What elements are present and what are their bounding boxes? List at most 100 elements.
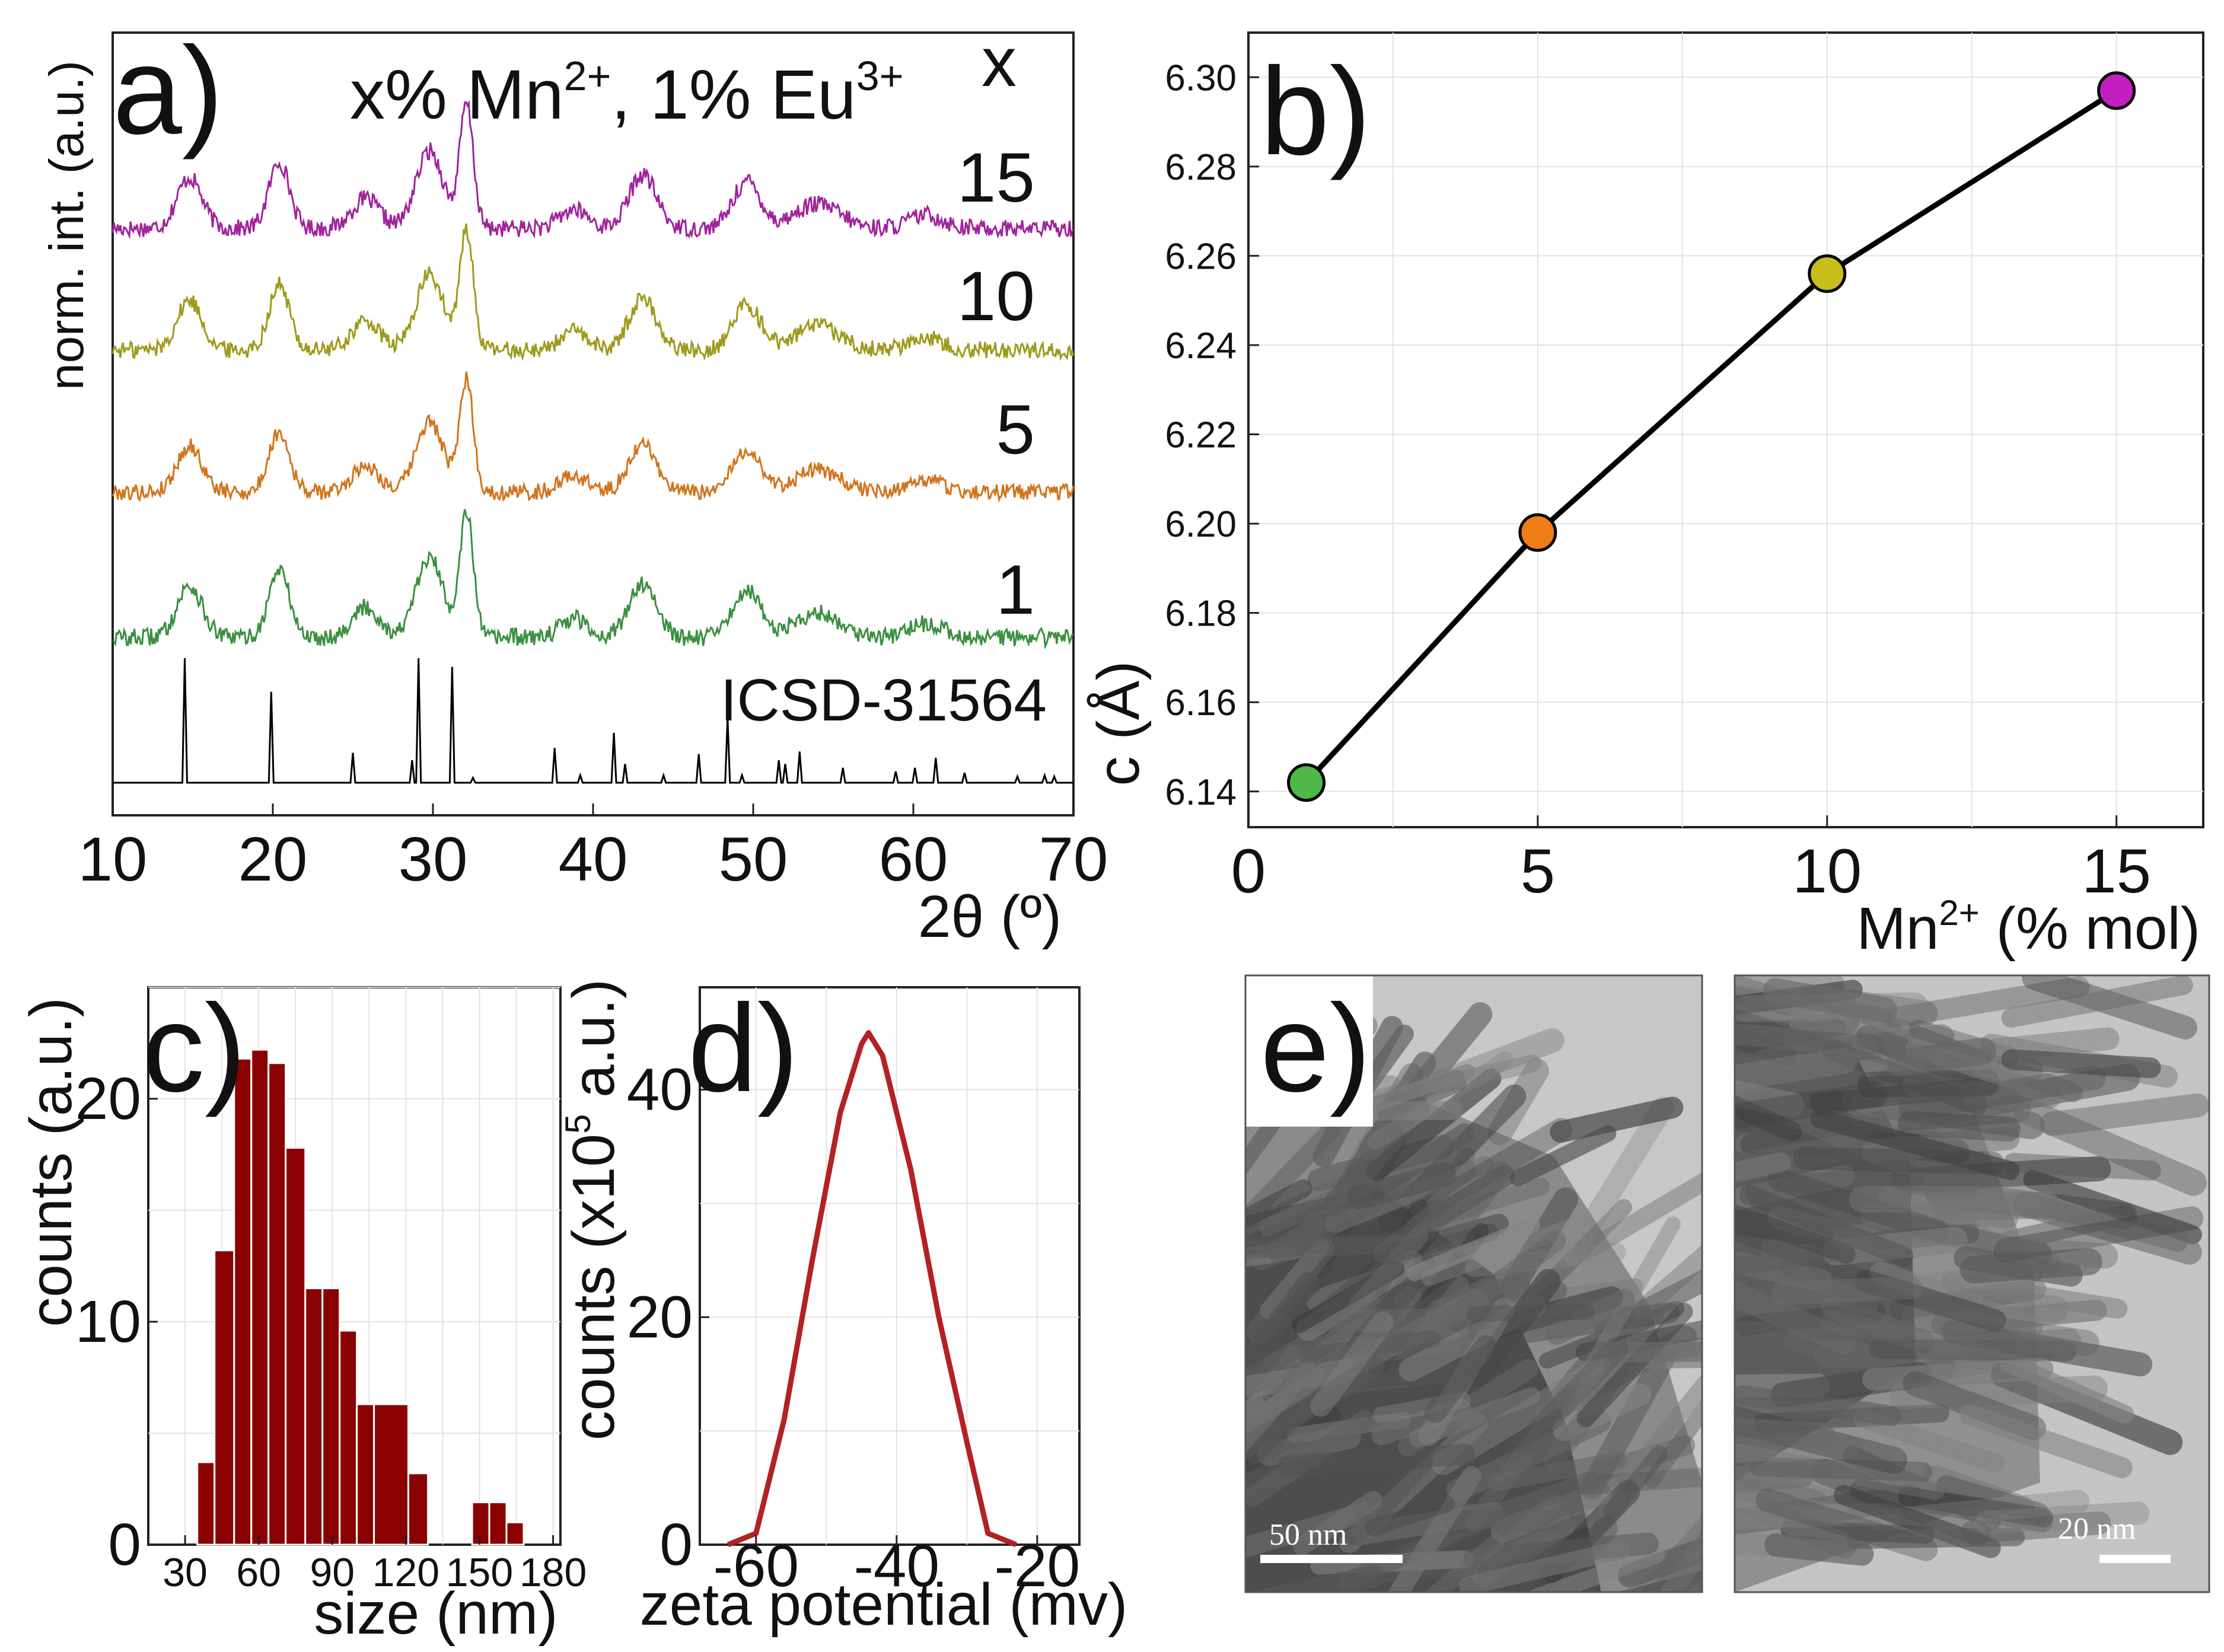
panel-b-label: b) <box>1260 42 1371 181</box>
xrd-series-5 <box>111 371 1075 503</box>
histogram-bar <box>407 1472 429 1546</box>
x-tick-label: 150 <box>446 1550 513 1595</box>
x-tick-label: 40 <box>559 825 628 894</box>
panel-d-ticks: -60 -40 -20 0 20 40 <box>627 1057 1080 1599</box>
panel-e-label: e) <box>1260 978 1371 1118</box>
data-point <box>1808 254 1847 294</box>
y-tick-label: 20 <box>75 1066 141 1132</box>
histogram-bars <box>196 1048 525 1546</box>
y-tick-label: 20 <box>627 1284 693 1350</box>
scale-bar-left <box>1260 1555 1403 1563</box>
xrd-curves <box>111 100 1075 650</box>
x-tick-label: 30 <box>399 825 468 894</box>
x-tick-label: 10 <box>78 825 148 894</box>
histogram-bar <box>214 1249 235 1546</box>
panel-a-x-ticks: 10 20 30 40 50 60 70 <box>78 803 1108 894</box>
y-tick-label: 6.18 <box>1165 594 1237 634</box>
x-tick-label: 30 <box>163 1550 208 1595</box>
x-tick-label: 70 <box>1039 825 1108 894</box>
scale-bar-right <box>2099 1555 2171 1563</box>
panel-c-size-histogram: 30 60 90 120 150 180 0 10 20 c) size (nm) counts… <box>18 978 587 1647</box>
y-tick-label: 0 <box>659 1511 693 1578</box>
series-label-10: 10 <box>957 257 1035 336</box>
x-tick-label: 20 <box>238 825 308 894</box>
y-tick-label: 6.26 <box>1165 236 1237 277</box>
histogram-bar <box>304 1287 324 1546</box>
x-tick-label: 5 <box>1521 837 1555 906</box>
x-tick-label: -40 <box>854 1533 940 1599</box>
histogram-bar <box>356 1403 375 1546</box>
y-tick-label: 10 <box>75 1289 141 1355</box>
x-tick-label: 180 <box>520 1550 587 1595</box>
histogram-bar <box>339 1329 358 1546</box>
histogram-bar <box>233 1057 253 1546</box>
x-tick-label: -20 <box>995 1533 1081 1599</box>
y-tick-label: 6.22 <box>1165 415 1237 456</box>
histogram-bar <box>488 1501 508 1546</box>
panel-b-frame <box>1247 31 2204 828</box>
reference-pattern <box>113 658 1073 784</box>
x-tick-label: 15 <box>2082 837 2151 906</box>
panel-b-lattice-chart: 0 5 10 15 6.14 6.16 6.18 6.20 6.22 6.24 6.26 6.28 6.… <box>1085 31 2204 962</box>
histogram-bar <box>505 1521 525 1546</box>
panel-d-y-axis-title: counts (x105 a.u.) <box>558 979 627 1440</box>
xrd-series-15 <box>111 100 1075 240</box>
x-tick-label: 60 <box>879 825 948 894</box>
reference-label: ICSD-31564 <box>721 667 1047 733</box>
panel-d-label: d) <box>688 978 799 1118</box>
series-label-1: 1 <box>996 551 1035 629</box>
y-tick-label: 6.28 <box>1165 147 1237 188</box>
panel-d-x-axis-title: zeta potential (mv) <box>640 1571 1128 1638</box>
panel-b-x-axis-title: Mn2+ (% mol) <box>1856 893 2200 962</box>
y-tick-label: 0 <box>108 1511 141 1578</box>
panel-b-grid <box>1248 33 2203 827</box>
histogram-bar <box>471 1501 490 1546</box>
series-label-15: 15 <box>957 139 1035 217</box>
panel-b-series <box>1287 71 2136 802</box>
lattice-line <box>1304 88 2118 784</box>
panel-c-x-axis-title: size (nm) <box>314 1580 557 1647</box>
x-tick-label: 120 <box>372 1550 439 1595</box>
zeta-series <box>727 1030 1017 1548</box>
xrd-series-1 <box>112 509 1074 650</box>
x-tick-label: 10 <box>1792 837 1862 906</box>
legend-header-x: x <box>982 23 1017 101</box>
data-point <box>1518 513 1557 552</box>
series-label-5: 5 <box>996 391 1035 469</box>
data-point <box>1287 763 1326 802</box>
panel-a-x-axis-title: 2θ (º) <box>918 884 1062 950</box>
histogram-bar <box>267 1062 287 1546</box>
reference-lines <box>113 658 1073 784</box>
xrd-series-10 <box>111 223 1075 362</box>
x-tick-label: 90 <box>310 1550 355 1595</box>
y-tick-label: 6.16 <box>1165 683 1237 723</box>
histogram-bar <box>250 1048 270 1546</box>
panel-a-label: a) <box>113 21 224 160</box>
scale-label-left: 50 nm <box>1269 1518 1347 1552</box>
tem-image-left: e) 50 nm <box>1245 975 1702 1592</box>
panel-e-tem: e) 50 nm 20 nm <box>1244 974 2210 1593</box>
x-tick-label: 50 <box>719 825 788 894</box>
panel-d-frame <box>699 986 1081 1546</box>
tem-right-frame <box>1734 974 2210 1593</box>
data-point <box>2097 71 2136 110</box>
panel-a-title: x% Mn2+, 1% Eu3+ <box>350 53 904 134</box>
histogram-bar <box>285 1147 307 1546</box>
panel-a-xrd-chart: 10 20 30 40 50 60 70 a) x% Mn2+, 1% Eu3+ x 15 … <box>40 21 1108 950</box>
histogram-bar <box>373 1403 410 1546</box>
y-tick-label: 6.20 <box>1165 504 1237 545</box>
y-tick-label: 40 <box>627 1057 693 1123</box>
x-tick-label: 0 <box>1231 837 1266 906</box>
x-tick-label: -60 <box>713 1533 799 1599</box>
x-tick-label: 60 <box>236 1550 281 1595</box>
y-tick-label: 6.14 <box>1165 772 1237 813</box>
panel-c-label: c) <box>142 978 246 1118</box>
panel-c-y-axis-title: counts (a.u.) <box>18 997 84 1327</box>
histogram-bar <box>321 1287 341 1546</box>
panel-a-y-axis-title: norm. int. (a.u.) <box>40 60 94 390</box>
tem-left-frame <box>1244 974 1703 1593</box>
scale-label-right: 20 nm <box>2058 1512 2136 1546</box>
y-tick-label: 6.24 <box>1165 326 1237 366</box>
y-tick-label: 6.30 <box>1165 58 1237 98</box>
